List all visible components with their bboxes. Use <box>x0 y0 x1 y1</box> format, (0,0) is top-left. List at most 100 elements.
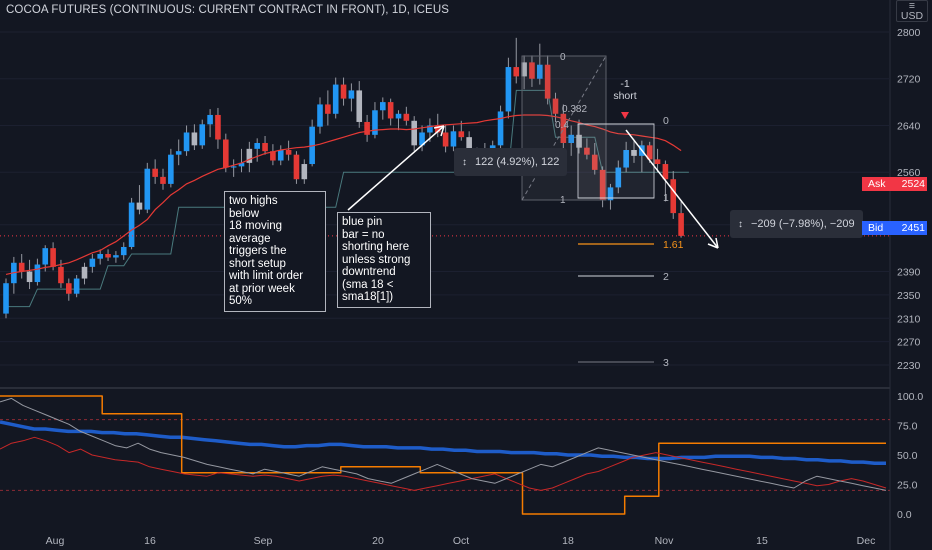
measure-down-tooltip[interactable]: ↕ −209 (−7.98%), −209 <box>730 210 863 238</box>
candle-body <box>277 150 284 161</box>
fib-box <box>521 55 607 201</box>
candle-body <box>584 147 590 155</box>
candle-body <box>340 84 347 99</box>
candle-body <box>654 159 661 165</box>
candle-body <box>662 164 669 180</box>
candle-body <box>615 167 622 188</box>
currency-button[interactable]: ≡ USD <box>896 0 928 22</box>
x-axis-tick: 20 <box>372 535 384 547</box>
candle-body <box>458 131 465 138</box>
fib-zero-right-label: 0 <box>663 115 669 127</box>
short-arrow-icon <box>621 112 629 119</box>
candle-body <box>152 168 158 177</box>
main-y-tick: 2270 <box>897 337 921 349</box>
candle-body <box>270 151 276 161</box>
candle-body <box>646 145 653 160</box>
candle-body <box>380 102 386 111</box>
x-axis-tick: Aug <box>46 535 65 547</box>
candle-body <box>113 255 119 258</box>
candle-body <box>325 104 331 114</box>
fib-04-label: 0.4 <box>555 120 569 131</box>
candle-body <box>576 134 582 148</box>
candle-body <box>254 143 260 149</box>
candle-body <box>230 166 237 168</box>
x-axis-tick: 16 <box>144 535 156 547</box>
note-blue-pin[interactable]: blue pin bar = no shorting here unless s… <box>337 212 431 308</box>
candle-body <box>262 143 268 152</box>
measure-up-tooltip[interactable]: ↕ 122 (4.92%), 122 <box>454 148 568 176</box>
main-y-tick: 2350 <box>897 290 921 302</box>
candle-body <box>678 213 684 236</box>
candle-body <box>395 113 402 119</box>
entry-box <box>577 123 655 199</box>
candle-body <box>183 132 190 152</box>
x-axis-tick: Dec <box>857 535 876 547</box>
candle-body <box>372 110 378 135</box>
candle-body <box>450 131 457 147</box>
candle-body <box>285 150 292 155</box>
candle-body <box>42 248 49 265</box>
candle-body <box>568 134 574 143</box>
candle-body <box>97 254 103 259</box>
candle-body <box>160 176 166 184</box>
main-y-tick: 2310 <box>897 313 921 325</box>
note-two-highs[interactable]: two highs below 18 moving average trigge… <box>224 191 326 312</box>
candle-body <box>670 179 677 214</box>
measure-icon: ↕ <box>462 157 467 168</box>
fib-0382-label: 0.382 <box>562 104 587 115</box>
candle-body <box>591 154 598 170</box>
candle-body <box>81 266 88 279</box>
candle-body <box>387 102 394 119</box>
candle-body <box>223 139 229 168</box>
fib-one-left-label: 1 <box>560 195 566 206</box>
ask-label: Ask <box>868 178 886 190</box>
candle-body <box>34 264 41 283</box>
candle-body <box>513 67 520 77</box>
candle-body <box>607 187 614 201</box>
candle-body <box>560 113 567 143</box>
main-y-tick: 2230 <box>897 360 921 372</box>
candle-body <box>552 98 559 114</box>
osc-y-tick: 0.0 <box>897 509 912 521</box>
candle-body <box>73 278 80 294</box>
osc-blue-line <box>0 420 886 466</box>
candle-body <box>544 64 551 99</box>
candle-body <box>623 150 629 168</box>
candle-body <box>332 84 339 114</box>
candle-body <box>356 90 363 122</box>
bid-value: 2451 <box>901 222 925 234</box>
candle-body <box>505 67 512 112</box>
candle-body <box>442 132 449 147</box>
main-y-tick: 2720 <box>897 74 921 86</box>
candle-body <box>599 169 606 201</box>
short-marker-label: short <box>613 90 636 102</box>
fib-one-right-label: 1 <box>663 192 669 204</box>
osc-red-line <box>0 436 887 491</box>
x-axis-tick: Oct <box>453 535 469 547</box>
candle-body <box>66 283 72 294</box>
candle-body <box>191 132 198 146</box>
candle-body <box>50 248 56 267</box>
candle-body <box>497 111 504 146</box>
x-axis-tick: 18 <box>562 535 574 547</box>
fib-zero-top-label: 0 <box>560 52 566 63</box>
x-axis-tick: Sep <box>254 535 273 547</box>
osc-y-tick: 50.0 <box>897 450 918 462</box>
candle-body <box>419 132 425 146</box>
currency-label: USD <box>900 10 924 22</box>
candle-body <box>128 202 135 247</box>
ask-price-tag: Ask 2524 <box>862 177 927 191</box>
measure-up-text: 122 (4.92%), 122 <box>475 156 560 168</box>
candle-body <box>3 283 9 314</box>
chart-title: COCOA FUTURES (CONTINUOUS: CURRENT CONTR… <box>6 4 449 16</box>
candle-body <box>364 121 370 135</box>
candle-body <box>403 113 410 121</box>
candle-body <box>631 150 637 156</box>
candle-body <box>18 262 25 272</box>
menu-icon: ≡ <box>908 0 916 12</box>
candle-body <box>26 271 33 283</box>
candle-body <box>529 62 535 79</box>
candle-body <box>246 148 253 163</box>
